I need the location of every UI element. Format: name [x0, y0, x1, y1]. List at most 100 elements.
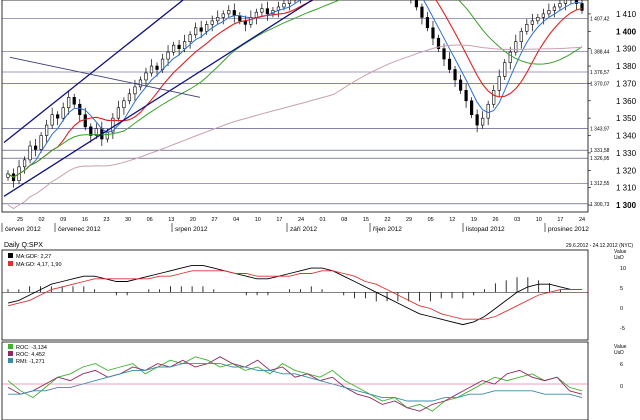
candle	[199, 27, 203, 32]
candle	[122, 100, 126, 109]
candle	[39, 135, 43, 150]
candle	[205, 24, 209, 32]
candle	[188, 34, 192, 43]
candle	[72, 97, 76, 105]
candle	[183, 41, 187, 49]
price-panel: 1 407,42 1 388,44 1 376,57 1 370,07 1 343,97…	[1, 0, 637, 233]
y-tick-label: 1 360	[616, 97, 637, 106]
month-label: listopad 2012	[466, 226, 505, 233]
candle	[56, 114, 60, 119]
candle	[530, 20, 534, 25]
legend-swatch	[8, 253, 13, 258]
indicator-line	[8, 363, 583, 402]
candle	[475, 114, 479, 126]
candle	[503, 62, 507, 77]
y-tick-label: 0	[620, 384, 623, 390]
legend-label: MA:GDF: 2,27	[16, 254, 51, 260]
ma-mid-line	[7, 0, 583, 178]
day-tick-label: 24	[579, 217, 585, 223]
y-tick-label: 1 400	[616, 27, 637, 36]
month-label: červen 2012	[5, 226, 41, 233]
candle	[265, 8, 270, 15]
candle	[227, 10, 231, 15]
day-tick-label: 02	[39, 217, 45, 223]
signal-line	[7, 270, 582, 320]
candle	[442, 48, 446, 60]
day-tick-label: 30	[125, 217, 131, 223]
support-label: 1 388,44	[590, 49, 610, 55]
candle	[497, 76, 501, 91]
y-tick-label: 6	[620, 362, 623, 368]
candle	[249, 17, 253, 25]
candle	[486, 103, 490, 119]
y-tick-label: 1 310	[616, 184, 637, 193]
day-tick-label: 29	[406, 217, 412, 223]
candle	[254, 11, 258, 18]
candle	[61, 107, 65, 119]
y-tick-label: 1 380	[616, 62, 637, 71]
candle	[464, 90, 468, 102]
candle	[453, 69, 457, 81]
candle	[492, 90, 496, 105]
day-tick-label: 22	[384, 217, 390, 223]
support-label: 1 343,97	[590, 127, 610, 133]
candle	[177, 44, 181, 49]
candle	[282, 3, 286, 8]
month-label: červenec 2012	[58, 226, 101, 233]
candle	[83, 114, 87, 128]
support-label: 1 326,95	[590, 156, 610, 162]
candle	[6, 173, 10, 178]
candle	[563, 0, 568, 4]
candle	[171, 44, 176, 53]
y-tick-label: 1 330	[616, 149, 637, 158]
legend-label: MA:GD: 4,17, 1,90	[16, 262, 62, 268]
candle	[149, 65, 154, 74]
candle	[111, 117, 115, 133]
candle	[541, 13, 545, 18]
candle	[519, 30, 523, 43]
macd-area	[1, 249, 589, 341]
candle	[514, 41, 518, 53]
day-tick-label: 15	[363, 217, 369, 223]
legend-swatch	[8, 261, 13, 266]
y-tick-label: 1 390	[616, 45, 637, 54]
candle	[210, 20, 214, 25]
legend-swatch	[8, 344, 13, 349]
y-tick-label: 1 410	[616, 10, 637, 19]
support-label: 1 376,57	[590, 70, 610, 76]
y-tick-label: 1 370	[616, 79, 637, 88]
month-label: srpen 2012	[175, 226, 208, 233]
day-tick-label: 27	[211, 217, 217, 223]
candle	[155, 65, 159, 70]
day-tick-label: 01	[320, 217, 326, 223]
trend-line	[9, 56, 201, 98]
channel-upper	[3, 0, 185, 144]
day-tick-label: 26	[492, 217, 498, 223]
candle	[33, 145, 38, 150]
y-tick-label: -5	[620, 326, 625, 332]
panel-title: Daily Q:SPX	[4, 242, 43, 249]
legend-swatch	[8, 351, 13, 356]
day-tick-label: 04	[233, 217, 239, 223]
candle	[436, 37, 441, 49]
day-tick-label: 17	[276, 217, 282, 223]
roc-area	[1, 341, 589, 420]
y-tick-label: 0	[620, 306, 623, 312]
day-tick-label: 17	[557, 217, 563, 223]
candle	[50, 114, 54, 126]
axis-unit-label: UsD	[614, 350, 624, 356]
candle	[508, 51, 512, 63]
candle	[536, 17, 540, 22]
axis-unit-label: Value	[614, 344, 627, 350]
day-tick-label: 13	[168, 217, 174, 223]
indicator-line	[7, 356, 583, 412]
candle	[232, 10, 236, 16]
candle	[525, 24, 529, 32]
candle	[481, 117, 485, 126]
axis-unit-label: Value	[614, 249, 627, 255]
ma-slow-line	[7, 0, 583, 178]
candle	[94, 128, 98, 136]
candle	[287, 0, 292, 4]
day-tick-label: 06	[147, 217, 153, 223]
